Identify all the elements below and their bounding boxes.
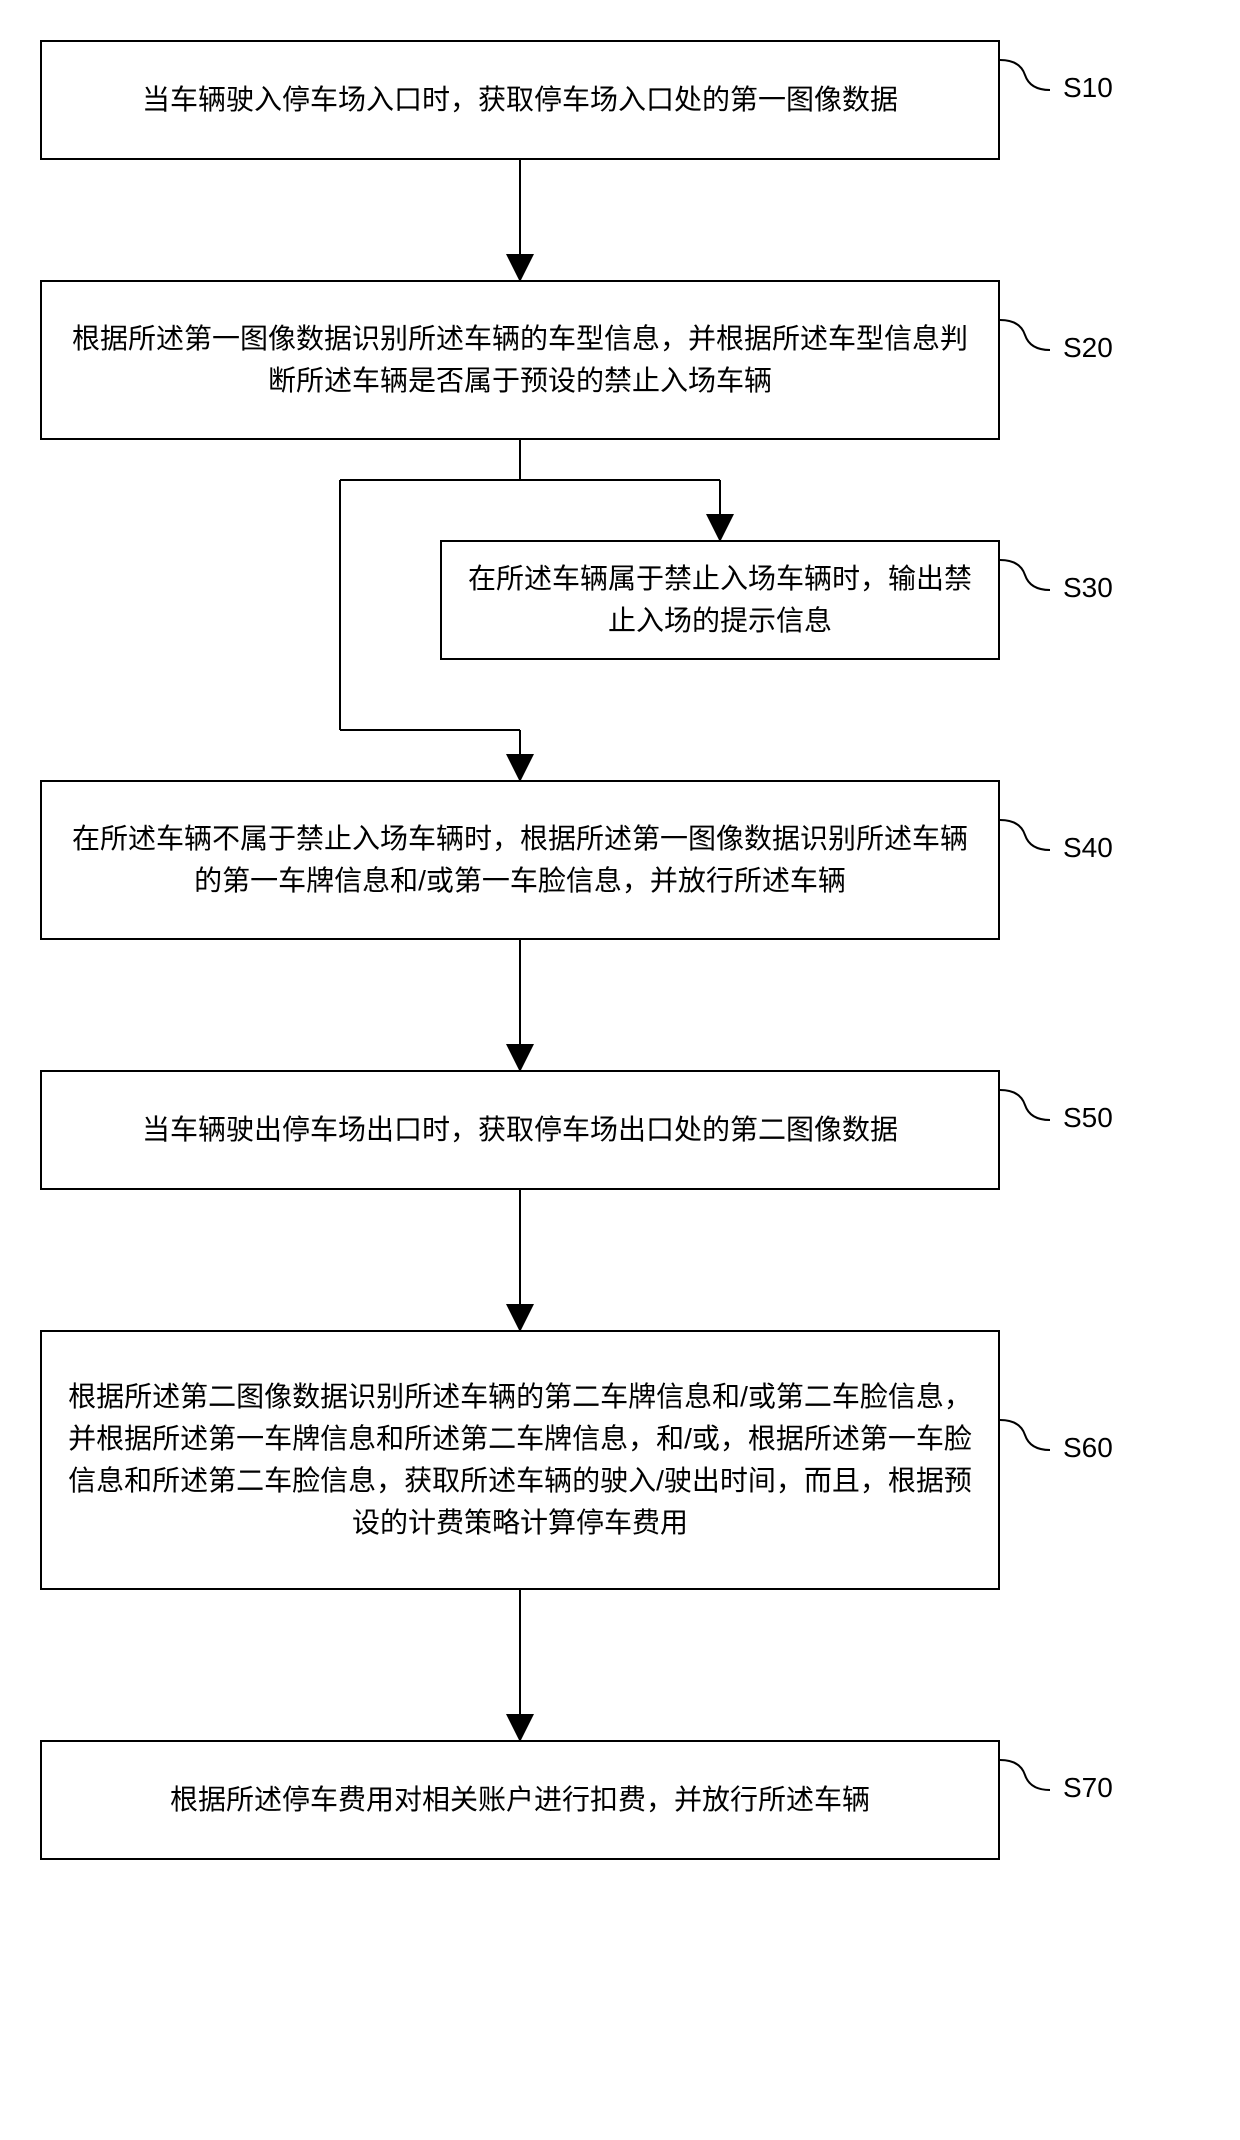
flowchart-container: 当车辆驶入停车场入口时，获取停车场入口处的第一图像数据 S10 根据所述第一图像数据…	[40, 40, 1200, 2100]
node-box-s40: 在所述车辆不属于禁止入场车辆时，根据所述第一图像数据识别所述车辆的第一车牌信息和…	[40, 780, 1000, 940]
flowchart-node-s70: 根据所述停车费用对相关账户进行扣费，并放行所述车辆	[40, 1740, 1000, 1860]
node-label-s70: S70	[1063, 1772, 1113, 1804]
flowchart-node-s20: 根据所述第一图像数据识别所述车辆的车型信息，并根据所述车型信息判断所述车辆是否属…	[40, 280, 1000, 440]
node-label-s40: S40	[1063, 832, 1113, 864]
flowchart-node-s50: 当车辆驶出停车场出口时，获取停车场出口处的第二图像数据	[40, 1070, 1000, 1190]
label-connector-s50	[1000, 1080, 1060, 1130]
node-label-s60: S60	[1063, 1432, 1113, 1464]
node-box-s20: 根据所述第一图像数据识别所述车辆的车型信息，并根据所述车型信息判断所述车辆是否属…	[40, 280, 1000, 440]
node-box-s30: 在所述车辆属于禁止入场车辆时，输出禁止入场的提示信息	[440, 540, 1000, 660]
node-box-s10: 当车辆驶入停车场入口时，获取停车场入口处的第一图像数据	[40, 40, 1000, 160]
flowchart-node-s40: 在所述车辆不属于禁止入场车辆时，根据所述第一图像数据识别所述车辆的第一车牌信息和…	[40, 780, 1000, 940]
flowchart-node-s10: 当车辆驶入停车场入口时，获取停车场入口处的第一图像数据	[40, 40, 1000, 160]
flowchart-node-s60: 根据所述第二图像数据识别所述车辆的第二车牌信息和/或第二车脸信息，并根据所述第一…	[40, 1330, 1000, 1590]
node-box-s60: 根据所述第二图像数据识别所述车辆的第二车牌信息和/或第二车脸信息，并根据所述第一…	[40, 1330, 1000, 1590]
label-connector-s70	[1000, 1750, 1060, 1800]
label-connector-s20	[1000, 310, 1060, 360]
node-box-s50: 当车辆驶出停车场出口时，获取停车场出口处的第二图像数据	[40, 1070, 1000, 1190]
node-label-s30: S30	[1063, 572, 1113, 604]
label-connector-s60	[1000, 1410, 1060, 1460]
flowchart-node-s30: 在所述车辆属于禁止入场车辆时，输出禁止入场的提示信息	[440, 540, 1000, 660]
label-connector-s10	[1000, 50, 1060, 100]
node-box-s70: 根据所述停车费用对相关账户进行扣费，并放行所述车辆	[40, 1740, 1000, 1860]
label-connector-s30	[1000, 550, 1060, 600]
node-label-s10: S10	[1063, 72, 1113, 104]
node-label-s50: S50	[1063, 1102, 1113, 1134]
node-label-s20: S20	[1063, 332, 1113, 364]
label-connector-s40	[1000, 810, 1060, 860]
